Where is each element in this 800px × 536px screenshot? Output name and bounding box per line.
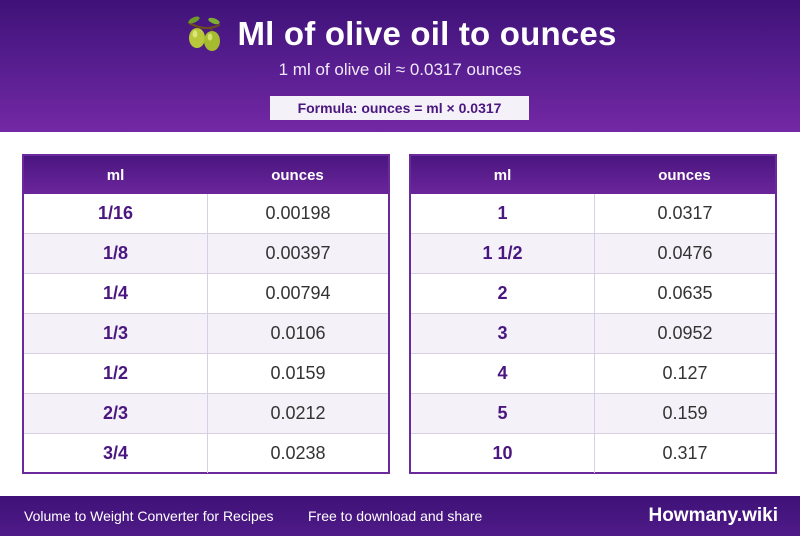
ml-cell: 1/3 [24,314,208,353]
ml-cell: 10 [411,434,595,473]
table-row: 1/8 0.00397 [24,233,388,273]
table-row: 2/3 0.0212 [24,393,388,433]
ml-cell: 1/2 [24,354,208,393]
subtitle: 1 ml of olive oil ≈ 0.0317 ounces [278,60,522,79]
ounces-cell: 0.127 [662,363,708,383]
table-row: 3/4 0.0238 [24,433,388,473]
table-header: ml ounces [24,156,388,194]
ounces-cell: 0.00198 [265,203,331,223]
title-row: Ml of olive oil to ounces [0,14,800,54]
ml-cell: 1/4 [24,274,208,313]
ml-cell: 3/4 [24,434,208,473]
page-title: Ml of olive oil to ounces [237,15,617,52]
table-row: 2 0.0635 [411,273,775,313]
ounces-cell: 0.0317 [657,203,713,223]
ounces-cell: 0.317 [662,443,708,463]
ounces-cell: 0.0635 [657,283,713,303]
column-header-ml: ml [493,167,512,184]
ounces-cell: 0.0159 [270,363,326,383]
ounces-cell: 0.0476 [657,243,713,263]
column-header-ounces: ounces [271,167,324,184]
table-header: ml ounces [411,156,775,194]
ml-cell: 4 [411,354,595,393]
table-row: 1/16 0.00198 [24,194,388,233]
conversion-table-right: ml ounces 1 0.0317 1 1/2 0.0476 2 0.0635… [409,154,777,474]
column-header-ml: ml [106,167,125,184]
column-header-ounces: ounces [658,167,711,184]
table-row: 1/3 0.0106 [24,313,388,353]
brand-logo-text[interactable]: Howmany.wiki [648,505,778,526]
ounces-cell: 0.00794 [265,283,331,303]
table-row: 3 0.0952 [411,313,775,353]
footer-converter-link[interactable]: Volume to Weight Converter for Recipes [24,508,274,524]
ml-cell: 2/3 [24,394,208,433]
table-row: 1 1/2 0.0476 [411,233,775,273]
table-row: 1/4 0.00794 [24,273,388,313]
table-row: 1 0.0317 [411,194,775,233]
ml-cell: 1/8 [24,234,208,273]
ounces-cell: 0.0238 [270,443,326,463]
ml-cell: 5 [411,394,595,433]
ounces-cell: 0.159 [662,403,708,423]
table-row: 5 0.159 [411,393,775,433]
table-row: 4 0.127 [411,353,775,393]
header-banner: Ml of olive oil to ounces 1 ml of olive … [0,0,800,132]
ml-cell: 1 1/2 [411,234,595,273]
table-row: 10 0.317 [411,433,775,473]
ounces-cell: 0.0952 [657,323,713,343]
footer-bar: Volume to Weight Converter for Recipes F… [0,496,800,536]
conversion-table-left: ml ounces 1/16 0.00198 1/8 0.00397 1/4 0… [22,154,390,474]
footer-share-note: Free to download and share [308,508,483,524]
olive-icon [188,16,221,51]
formula-badge: Formula: ounces = ml × 0.0317 [270,96,529,120]
ml-cell: 3 [411,314,595,353]
ounces-cell: 0.0106 [270,323,326,343]
ounces-cell: 0.00397 [265,243,331,263]
table-row: 1/2 0.0159 [24,353,388,393]
ounces-cell: 0.0212 [270,403,326,423]
ml-cell: 1/16 [24,194,208,233]
ml-cell: 1 [411,194,595,233]
ml-cell: 2 [411,274,595,313]
